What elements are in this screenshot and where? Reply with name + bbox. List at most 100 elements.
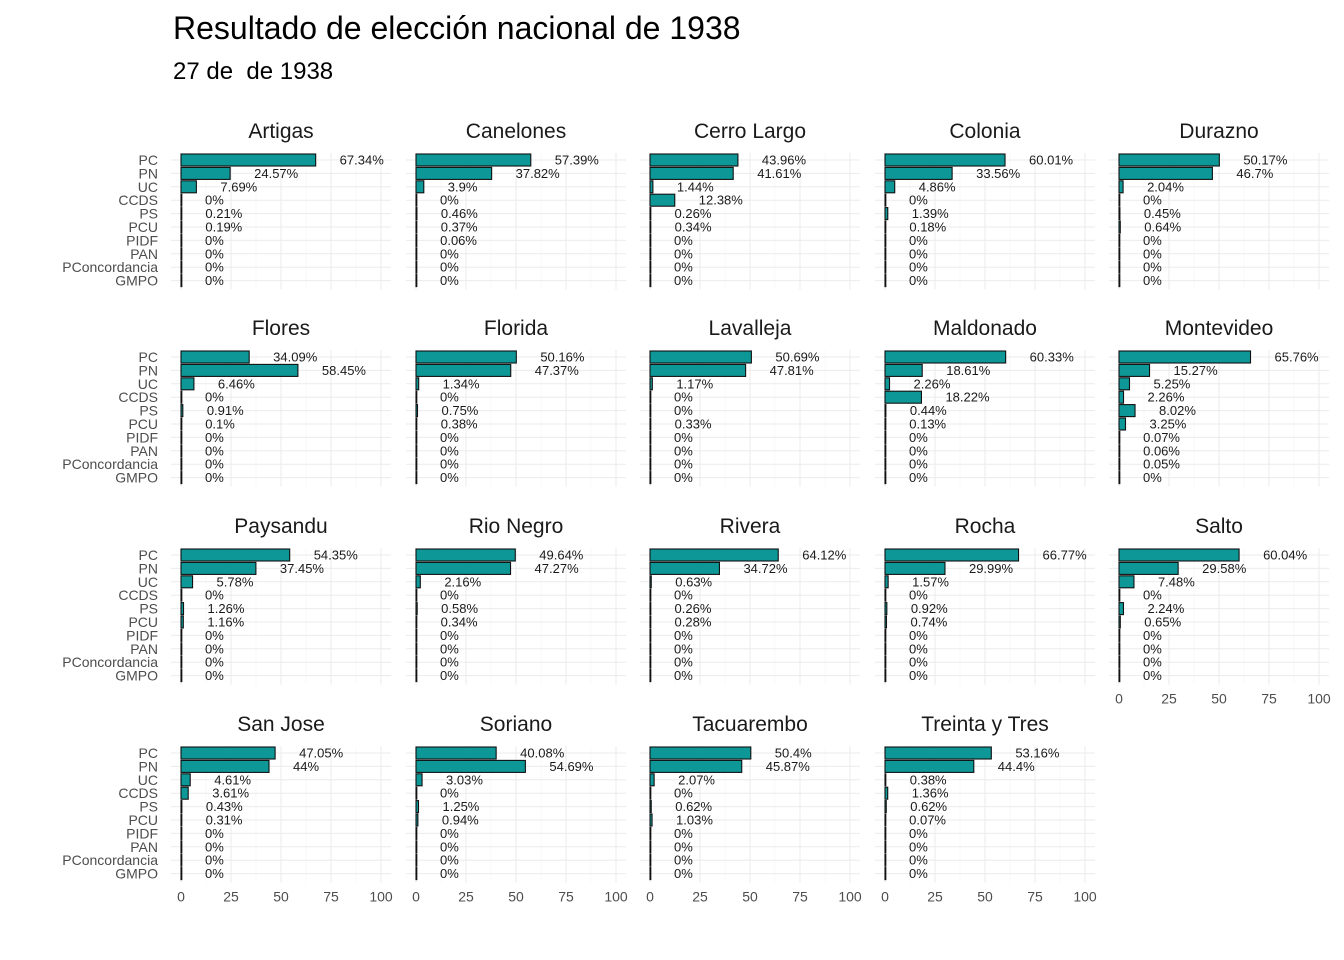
value-label: 37.45% xyxy=(280,561,325,576)
bar xyxy=(884,471,887,485)
value-label: 1.57% xyxy=(912,574,949,589)
value-label: 0% xyxy=(440,470,459,485)
bar xyxy=(649,207,652,221)
bar xyxy=(884,404,887,418)
value-label: 0% xyxy=(440,390,459,405)
value-label: 60.33% xyxy=(1030,350,1075,365)
value-label: 0% xyxy=(909,260,928,275)
bar xyxy=(649,404,652,418)
bar xyxy=(180,350,250,364)
value-label: 50.69% xyxy=(775,350,820,365)
bar xyxy=(884,548,1020,562)
bar xyxy=(649,759,743,773)
bar xyxy=(884,417,887,431)
facet-title: Canelones xyxy=(466,120,566,143)
bar xyxy=(884,233,887,247)
bar xyxy=(1118,220,1121,234)
bar xyxy=(649,430,652,444)
facet-title: Tacuarembo xyxy=(692,713,808,736)
category-label: UC xyxy=(138,772,158,788)
value-label: 1.16% xyxy=(207,615,244,630)
bar xyxy=(649,220,652,234)
bar xyxy=(180,457,183,471)
value-label: 4.86% xyxy=(919,179,956,194)
value-label: 0.43% xyxy=(206,799,243,814)
value-label: 64.12% xyxy=(802,548,847,563)
bar xyxy=(1118,669,1121,683)
value-label: 0.58% xyxy=(441,601,478,616)
category-label: GMPO xyxy=(115,470,158,486)
value-label: 0% xyxy=(440,193,459,208)
value-label: 0% xyxy=(909,655,928,670)
bar xyxy=(180,444,183,458)
bar xyxy=(884,655,887,669)
bar xyxy=(884,166,953,180)
value-label: 0% xyxy=(674,260,693,275)
facet-title: Maldonado xyxy=(933,317,1037,340)
value-label: 2.16% xyxy=(444,574,481,589)
bar xyxy=(415,390,418,404)
value-label: 0% xyxy=(440,430,459,445)
bar xyxy=(415,153,532,167)
bar xyxy=(1118,430,1121,444)
bar xyxy=(884,363,923,377)
bar xyxy=(415,561,512,575)
value-label: 0.31% xyxy=(206,813,243,828)
x-tick-label: 0 xyxy=(1115,691,1123,707)
bar xyxy=(1118,390,1125,404)
bar xyxy=(649,457,652,471)
category-label: UC xyxy=(138,574,158,590)
value-label: 0% xyxy=(909,233,928,248)
value-label: 0.07% xyxy=(1143,430,1180,445)
value-label: 2.04% xyxy=(1147,179,1184,194)
value-label: 29.99% xyxy=(969,561,1014,576)
value-label: 43.96% xyxy=(762,153,807,168)
bar xyxy=(649,548,779,562)
value-label: 0.07% xyxy=(909,813,946,828)
category-label: PN xyxy=(139,560,158,576)
bar xyxy=(415,417,418,431)
facet-title: Treinta y Tres xyxy=(921,713,1049,736)
bar xyxy=(180,759,270,773)
value-label: 47.81% xyxy=(770,363,815,378)
category-label: GMPO xyxy=(115,273,158,289)
bar xyxy=(180,826,183,840)
value-label: 0% xyxy=(674,628,693,643)
bar xyxy=(180,390,183,404)
bar xyxy=(884,628,887,642)
bar xyxy=(415,444,418,458)
bar xyxy=(415,853,418,867)
facet-title: San Jose xyxy=(237,713,325,736)
value-label: 6.46% xyxy=(218,376,255,391)
category-label: PAN xyxy=(130,246,158,262)
x-tick-label: 0 xyxy=(881,889,889,905)
x-tick-label: 50 xyxy=(742,889,758,905)
value-label: 0.21% xyxy=(205,206,242,221)
value-label: 0% xyxy=(1143,668,1162,683)
value-label: 0% xyxy=(909,628,928,643)
value-label: 0% xyxy=(205,193,224,208)
value-label: 0% xyxy=(440,839,459,854)
bar xyxy=(884,247,887,261)
value-label: 65.76% xyxy=(1275,350,1320,365)
category-label: PC xyxy=(139,745,158,761)
bar xyxy=(415,746,497,760)
bar xyxy=(884,669,887,683)
bar xyxy=(180,773,191,787)
value-label: 0.26% xyxy=(675,206,712,221)
value-label: 0% xyxy=(440,443,459,458)
value-label: 0% xyxy=(909,641,928,656)
bar xyxy=(180,800,183,814)
category-label: PIDF xyxy=(126,429,158,445)
value-label: 0% xyxy=(1143,588,1162,603)
bar xyxy=(884,457,887,471)
category-label: PC xyxy=(139,349,158,365)
value-label: 24.57% xyxy=(254,166,299,181)
value-label: 0% xyxy=(205,390,224,405)
bar xyxy=(1118,655,1121,669)
value-label: 0% xyxy=(205,826,224,841)
bar xyxy=(180,247,183,261)
value-label: 0% xyxy=(674,866,693,881)
value-label: 0% xyxy=(205,588,224,603)
bar xyxy=(415,471,418,485)
